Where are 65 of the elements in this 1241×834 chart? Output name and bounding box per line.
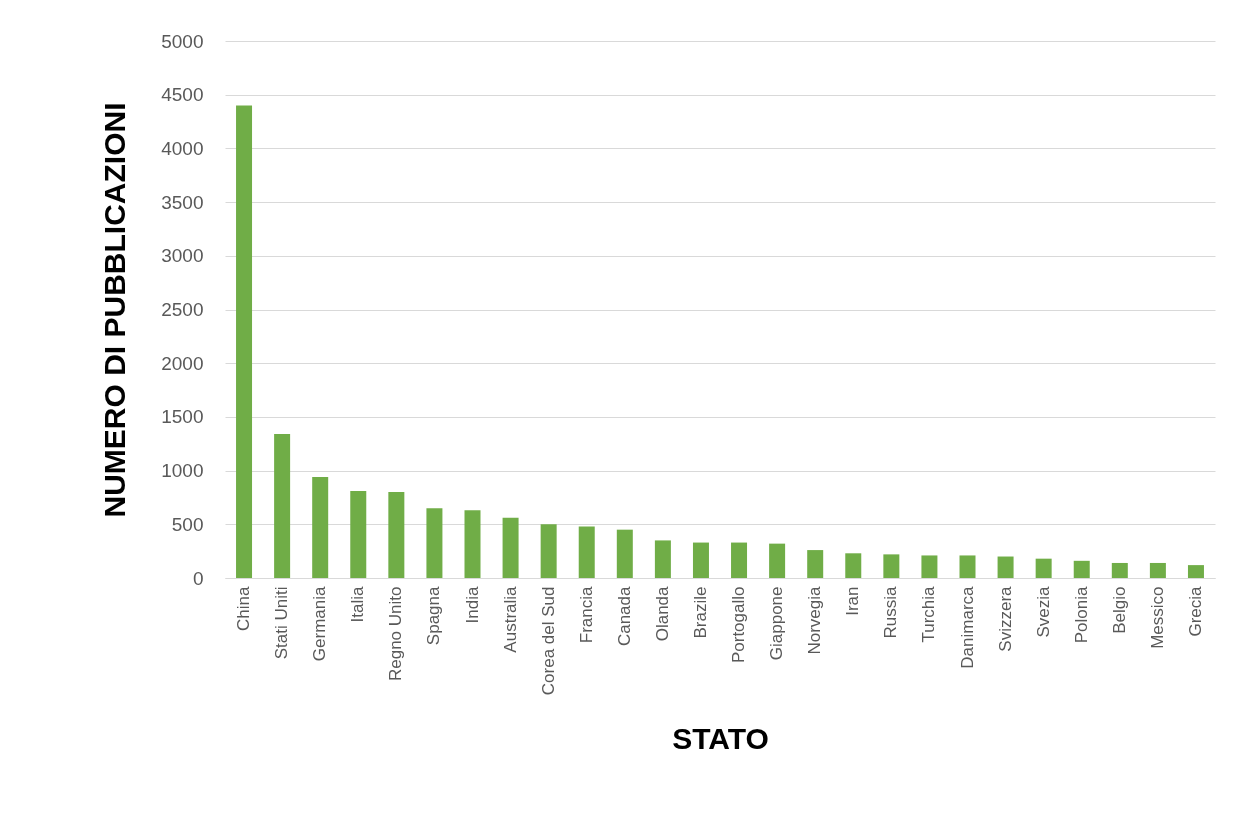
- bar: [883, 554, 900, 578]
- x-tick-label: Iran: [843, 586, 863, 616]
- bar: [312, 477, 329, 578]
- bar: [959, 555, 976, 578]
- y-tick-label: 5000: [161, 30, 204, 52]
- x-tick-label: Italia: [348, 585, 368, 623]
- x-tick-label: Giappone: [767, 586, 787, 661]
- bar: [731, 542, 748, 578]
- y-tick-label: 1500: [161, 406, 204, 428]
- x-tick-label: Stati Uniti: [272, 586, 292, 660]
- y-tick-label: 500: [171, 513, 204, 535]
- bar: [350, 491, 367, 578]
- y-tick-label: 2500: [161, 299, 204, 320]
- bar: [845, 553, 862, 578]
- x-axis-title: STATO: [672, 722, 769, 756]
- x-tick-label: Svizzera: [995, 585, 1015, 652]
- x-tick-label: Australia: [500, 585, 520, 653]
- x-tick-label: Svezia: [1033, 585, 1053, 638]
- x-tick-label: Canada: [614, 585, 634, 647]
- bar: [236, 105, 253, 578]
- x-tick-label: India: [462, 585, 482, 624]
- x-tick-label: Germania: [310, 585, 330, 662]
- bar: [1035, 558, 1052, 578]
- bar: [1149, 562, 1166, 578]
- bar: [274, 434, 291, 578]
- x-tick-label: Olanda: [652, 585, 672, 642]
- bar: [502, 517, 519, 578]
- x-tick-label: Turchia: [919, 585, 939, 643]
- x-tick-label: Portogallo: [729, 586, 749, 664]
- bar: [807, 550, 824, 578]
- x-tick-label: Regno Unito: [386, 586, 406, 682]
- bar: [1073, 560, 1090, 578]
- x-tick-label: Brazile: [690, 586, 710, 639]
- bar: [464, 510, 481, 578]
- x-tick-label: Francia: [576, 585, 596, 644]
- bar: [388, 492, 405, 578]
- bar: [921, 555, 938, 578]
- bar: [997, 556, 1014, 578]
- x-tick-label: Corea del Sud: [538, 586, 558, 696]
- bar: [540, 524, 557, 578]
- x-tick-label: Norvegia: [805, 585, 825, 655]
- bar: [578, 526, 595, 578]
- x-tick-label: Russia: [881, 585, 901, 639]
- x-tick-label: Spagna: [424, 585, 444, 646]
- y-tick-label: 3500: [161, 191, 204, 213]
- x-tick-label: China: [234, 585, 254, 631]
- bar: [692, 542, 709, 578]
- y-axis-title: NUMERO DI PUBBLICAZIONI: [98, 102, 132, 518]
- x-tick-label: Belgio: [1109, 586, 1129, 634]
- x-tick-label: Messico: [1147, 586, 1167, 649]
- bar: [1187, 565, 1204, 578]
- x-tick-label: Polonia: [1071, 585, 1091, 644]
- bar: [654, 540, 671, 578]
- y-tick-label: 4500: [161, 84, 204, 106]
- bar: [1111, 562, 1128, 578]
- y-tick-label: 1000: [161, 460, 204, 482]
- bar: [769, 543, 786, 578]
- bar: [426, 508, 443, 578]
- y-tick-label: 0: [192, 567, 204, 589]
- bar: [616, 529, 633, 578]
- y-tick-label: 4000: [161, 137, 204, 159]
- x-tick-label: Grecia: [1185, 585, 1205, 637]
- y-tick-label: 2000: [161, 352, 204, 374]
- y-tick-label: 3000: [161, 245, 204, 267]
- x-tick-label: Danimarca: [957, 585, 977, 669]
